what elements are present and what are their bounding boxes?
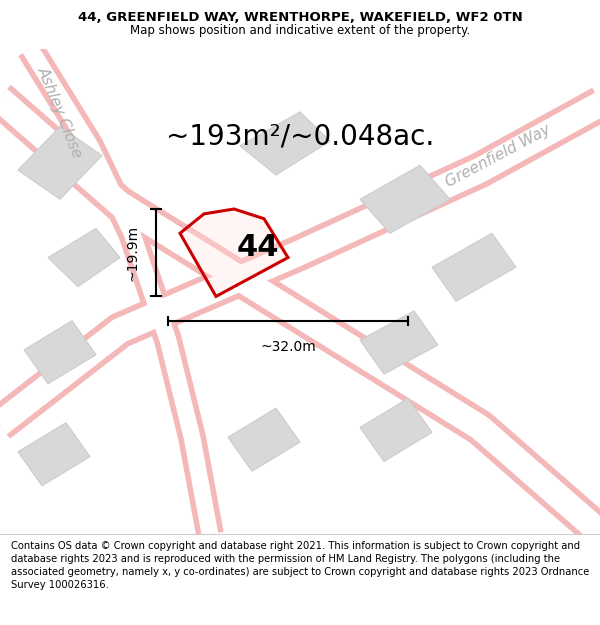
Polygon shape	[360, 311, 438, 374]
Polygon shape	[180, 209, 288, 296]
Polygon shape	[228, 408, 300, 471]
Polygon shape	[240, 112, 330, 175]
Polygon shape	[24, 321, 96, 384]
Text: 44, GREENFIELD WAY, WRENTHORPE, WAKEFIELD, WF2 0TN: 44, GREENFIELD WAY, WRENTHORPE, WAKEFIEL…	[77, 11, 523, 24]
Text: Ashley Close: Ashley Close	[35, 64, 85, 160]
Polygon shape	[360, 165, 450, 233]
Polygon shape	[18, 422, 90, 486]
Text: Contains OS data © Crown copyright and database right 2021. This information is : Contains OS data © Crown copyright and d…	[11, 541, 589, 591]
Polygon shape	[18, 126, 102, 199]
Text: ~19.9m: ~19.9m	[125, 224, 139, 281]
Polygon shape	[48, 228, 120, 287]
Text: Map shows position and indicative extent of the property.: Map shows position and indicative extent…	[130, 24, 470, 36]
Text: Greenfield Way: Greenfield Way	[443, 121, 553, 189]
Polygon shape	[432, 233, 516, 301]
Text: ~32.0m: ~32.0m	[260, 340, 316, 354]
Text: 44: 44	[237, 233, 279, 262]
Text: ~193m²/~0.048ac.: ~193m²/~0.048ac.	[166, 122, 434, 150]
Polygon shape	[360, 398, 432, 461]
